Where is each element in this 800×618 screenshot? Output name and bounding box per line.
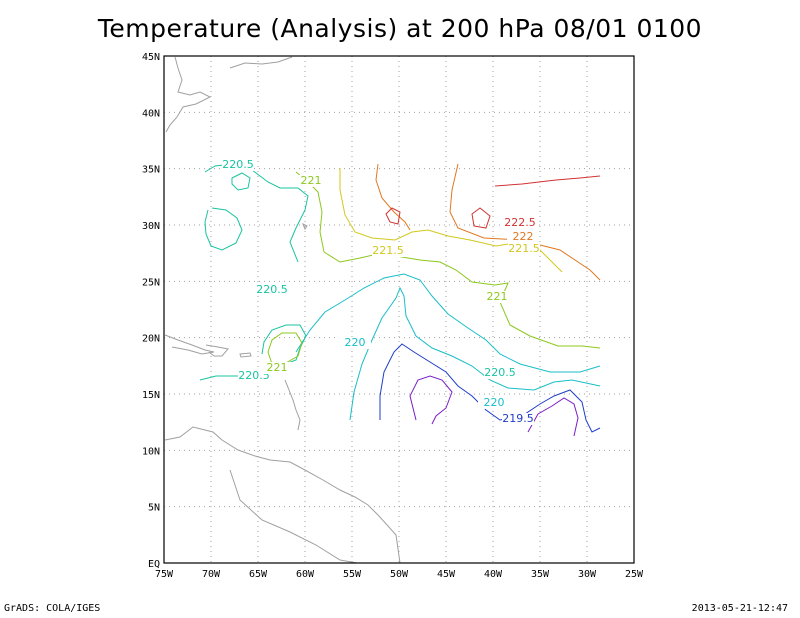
lon-tick-label: 40W: [484, 569, 503, 580]
hispaniola-coast: [205, 344, 229, 357]
contour-220-5-loop: [231, 172, 251, 191]
south-america-coast: [164, 426, 401, 564]
contour-220-inner: [349, 286, 601, 421]
map-frame: [163, 55, 635, 564]
puerto-rico: [239, 352, 252, 358]
lon-tick-label: 75W: [155, 569, 174, 580]
contour-value-label: 220.5: [222, 158, 254, 171]
lesser-antilles: [284, 379, 301, 431]
contour-label-bg: [261, 362, 293, 374]
contour-219-5: [379, 343, 601, 433]
lat-tick-label: 45N: [142, 52, 160, 63]
contour-219-inner: [409, 375, 579, 437]
lon-tick-label: 60W: [296, 569, 315, 580]
contour-label-bg: [504, 217, 536, 229]
contour-label-bg: [295, 175, 327, 187]
grads-credit: GrADS: COLA/IGES: [4, 603, 101, 614]
contour-labels: 220.5 221 221.5 220.5 220 220.5 221 221 222.5222…: [222, 158, 540, 425]
contour-value-label: 220: [484, 396, 505, 409]
longitude-labels: 75W 70W 65W 60W 55W 50W 45W 40W 35W 30W 25W: [155, 569, 644, 580]
contour-value-label: 219.5: [502, 412, 534, 425]
contour-value-label: 221: [301, 174, 322, 187]
latitude-labels: EQ 5N 10N 15N 20N 25N 30N 35N 40N 45N: [142, 52, 160, 570]
lat-tick-label: 15N: [142, 390, 160, 401]
graticule: [164, 56, 634, 563]
contour-label-bg: [256, 284, 288, 296]
map-title: Temperature (Analysis) at 200 hPa 08/01 …: [97, 14, 703, 43]
lon-tick-label: 70W: [202, 569, 221, 580]
cuba-coast: [164, 334, 215, 355]
contour-222-5: [385, 175, 601, 229]
lat-tick-label: 25N: [142, 277, 160, 288]
contour-220-center: [295, 273, 601, 373]
contour-label-bg: [372, 245, 404, 257]
lat-tick-label: 30N: [142, 221, 160, 232]
river-basin: [229, 469, 358, 564]
contour-value-label: 221.5: [372, 244, 404, 257]
contour-label-bg: [508, 243, 540, 255]
contour-lines: [199, 163, 601, 437]
contour-value-label: 220.5: [484, 366, 516, 379]
lon-tick-label: 50W: [390, 569, 409, 580]
lon-tick-label: 30W: [578, 569, 597, 580]
contour-value-label: 220.5: [256, 283, 288, 296]
contour-label-bg: [507, 231, 539, 243]
lon-tick-label: 25W: [625, 569, 644, 580]
timestamp: 2013-05-21-12:47: [691, 603, 788, 614]
contour-label-bg: [484, 367, 516, 379]
contour-221-north: [295, 171, 601, 349]
contour-label-bg: [478, 397, 510, 409]
coastlines: [164, 56, 401, 564]
lat-tick-label: 20N: [142, 334, 160, 345]
contour-220-5-west: [204, 207, 243, 251]
lat-tick-label: 40N: [142, 108, 160, 119]
nova-scotia-coast: [229, 56, 293, 69]
contour-222: [375, 163, 601, 281]
contour-value-label: 220: [345, 336, 366, 349]
contour-value-label: 222.5: [504, 216, 536, 229]
contour-value-label: 221: [267, 361, 288, 374]
lon-tick-label: 35W: [531, 569, 550, 580]
contour-value-label: 222: [513, 230, 534, 243]
lon-tick-label: 55W: [343, 569, 362, 580]
lat-tick-label: EQ: [148, 559, 160, 570]
contour-label-bg: [502, 413, 534, 425]
lat-tick-label: 35N: [142, 165, 160, 176]
lat-tick-label: 5N: [148, 503, 160, 514]
contour-value-label: 221: [487, 290, 508, 303]
contour-label-bg: [339, 337, 371, 349]
lon-tick-label: 45W: [437, 569, 456, 580]
north-america-coast: [165, 56, 212, 133]
lat-tick-label: 10N: [142, 446, 160, 457]
lon-tick-label: 65W: [249, 569, 268, 580]
contour-value-label: 221.5: [508, 242, 540, 255]
contour-label-bg: [222, 159, 254, 171]
contour-label-bg: [481, 291, 513, 303]
contour-220-5-north: [204, 163, 309, 263]
